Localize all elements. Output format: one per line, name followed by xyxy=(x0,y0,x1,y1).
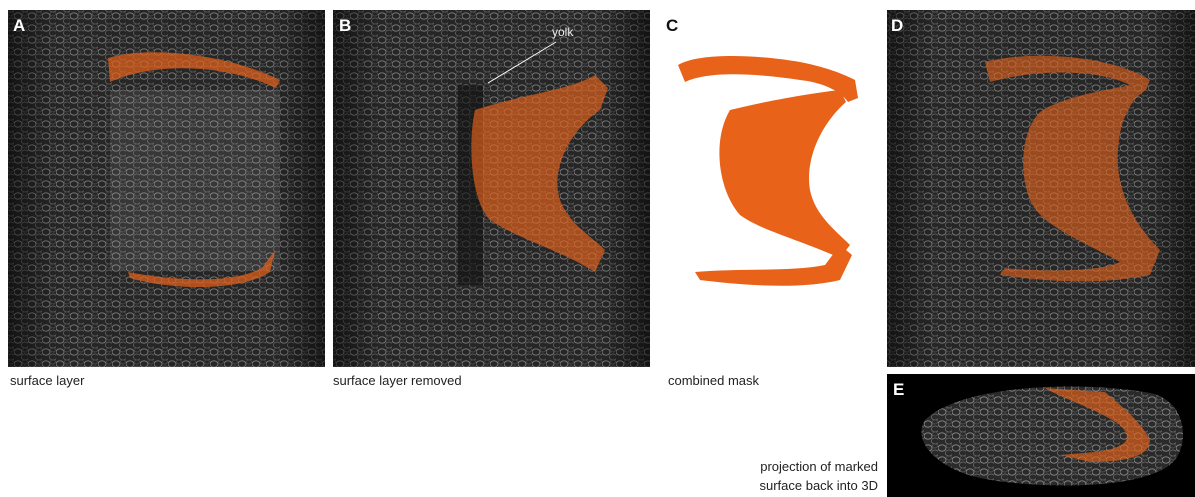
panel-caption: combined mask xyxy=(668,373,760,388)
panel-label: D xyxy=(891,16,903,35)
panel-label: B xyxy=(339,16,351,35)
panel-b: yolk B surface layer removed xyxy=(333,10,650,388)
panel-label: A xyxy=(13,16,25,35)
annotation: yolk xyxy=(552,25,574,39)
panel-caption: projection of marked xyxy=(760,459,878,474)
panel-label: C xyxy=(666,16,678,35)
mask-shape xyxy=(719,90,850,258)
image-highlight xyxy=(110,90,280,270)
panel-caption: surface layer removed xyxy=(333,373,462,388)
figure: A surface layer yolk B surface layer rem… xyxy=(0,0,1195,497)
panel-d: D xyxy=(887,10,1195,367)
panel-e: E projection of marked surface back into… xyxy=(759,374,1195,497)
panel-caption: surface layer xyxy=(10,373,85,388)
panel-caption: surface back into 3D xyxy=(759,478,878,493)
panel-c: C combined mask xyxy=(666,16,858,388)
panel-a: A surface layer xyxy=(8,10,325,388)
panel-label: E xyxy=(893,380,904,399)
